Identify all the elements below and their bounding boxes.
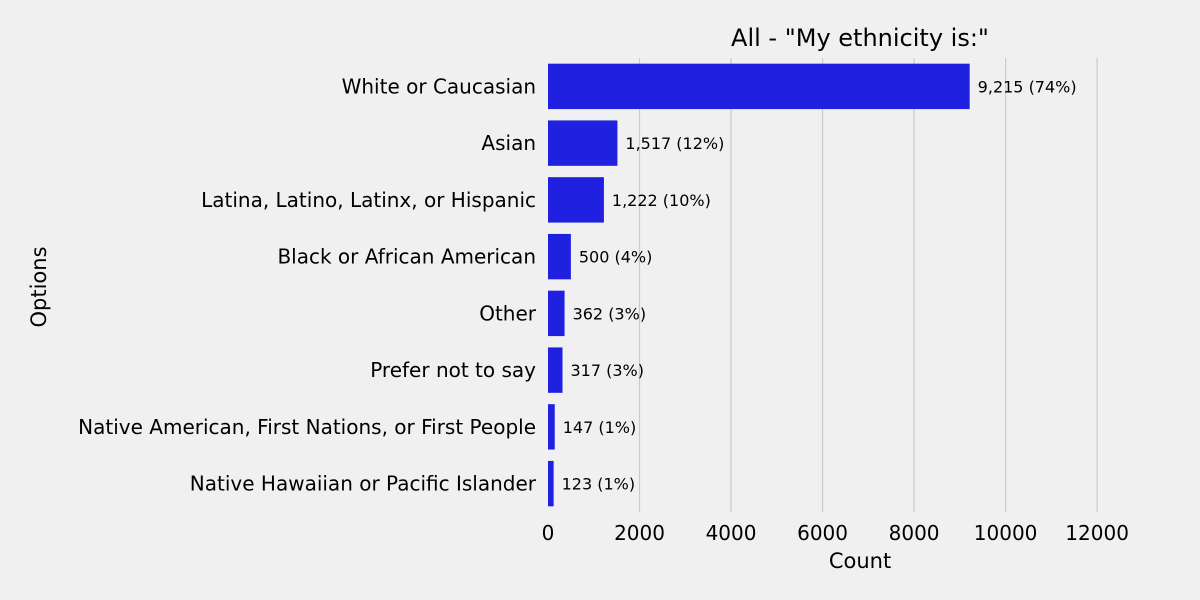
- bar: [548, 460, 554, 507]
- x-tick-label: 8000: [889, 521, 940, 545]
- category-labels: White or Caucasian Asian Latina, Latino, L…: [78, 74, 537, 495]
- x-tick-label: 4000: [706, 521, 757, 545]
- bars: [548, 63, 970, 507]
- category-label: Native American, First Nations, or First…: [78, 415, 536, 439]
- category-label: White or Caucasian: [342, 74, 536, 98]
- bar-value-label: 1,517 (12%): [625, 134, 724, 153]
- bar-value-label: 1,222 (10%): [612, 191, 711, 210]
- y-axis-label: Options: [27, 246, 51, 327]
- chart-title: All - "My ethnicity is:": [731, 24, 989, 52]
- bar: [548, 404, 555, 450]
- category-label: Other: [479, 301, 537, 325]
- x-tick-label: 2000: [614, 521, 665, 545]
- x-tick-label: 12000: [1065, 521, 1129, 545]
- category-label: Native Hawaiian or Pacific Islander: [190, 472, 537, 496]
- bar-value-label: 500 (4%): [579, 248, 653, 267]
- category-label: Asian: [481, 131, 536, 155]
- x-tick-label: 10000: [974, 521, 1038, 545]
- bar: [548, 120, 618, 166]
- category-label: Prefer not to say: [370, 358, 536, 382]
- gridlines: [638, 58, 1098, 512]
- bar-value-label: 147 (1%): [563, 418, 637, 437]
- x-tick-label: 0: [542, 521, 555, 545]
- category-label: Latina, Latino, Latinx, or Hispanic: [201, 188, 536, 212]
- bar: [548, 290, 565, 337]
- bar-value-label: 123 (1%): [562, 475, 636, 494]
- data-labels: 9,215 (74%) 1,517 (12%) 1,222 (10%) 500 (4%…: [562, 77, 1077, 493]
- category-label: Black or African American: [277, 245, 536, 269]
- bar-value-label: 362 (3%): [573, 304, 647, 323]
- bar: [548, 347, 563, 393]
- x-tick-labels: 0 2000 4000 6000 8000 10000 12000: [542, 521, 1129, 545]
- bar: [548, 63, 970, 110]
- bar-value-label: 9,215 (74%): [978, 77, 1077, 96]
- x-tick-label: 6000: [797, 521, 848, 545]
- x-axis-label: Count: [829, 549, 891, 573]
- bar: [548, 233, 571, 280]
- bar-value-label: 317 (3%): [571, 361, 645, 380]
- bar: [548, 177, 604, 223]
